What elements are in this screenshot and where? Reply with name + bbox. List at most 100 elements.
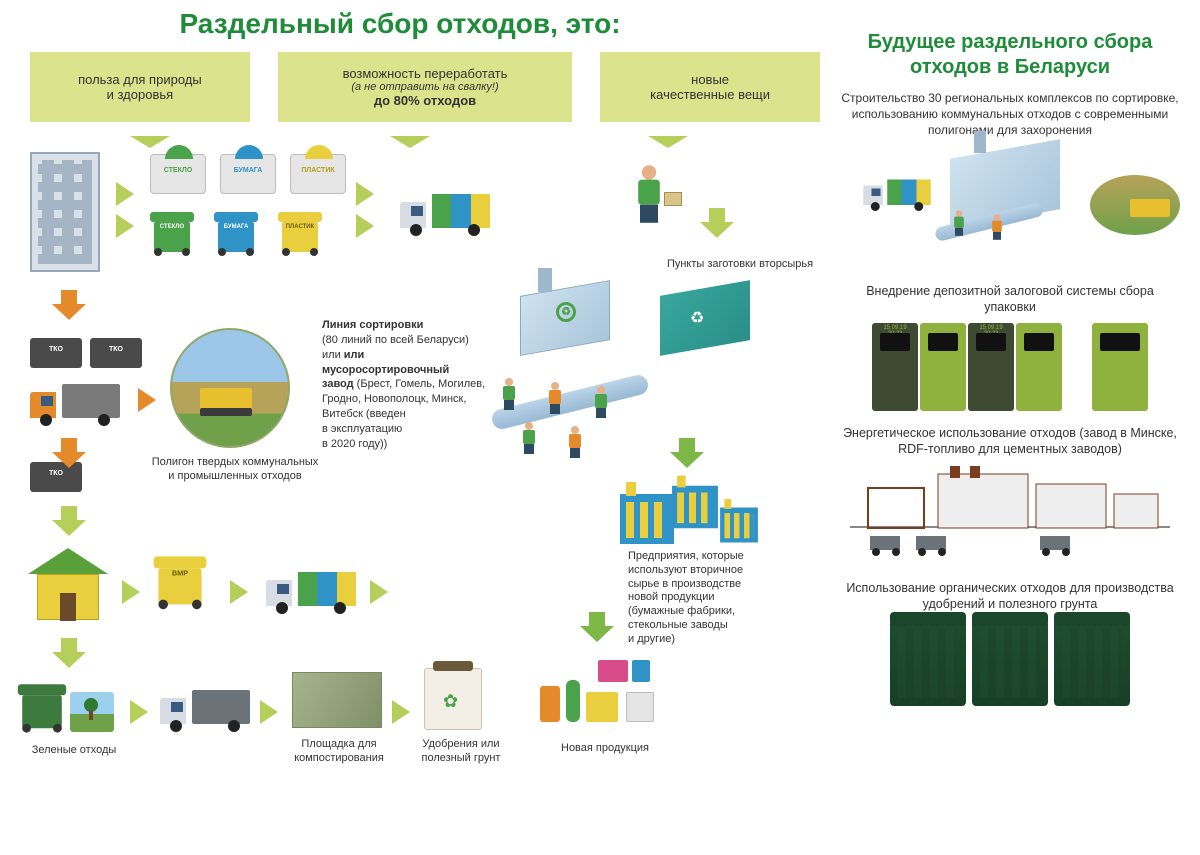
ent-3: сырье в производстве <box>628 578 788 592</box>
green-waste-caption-text: Зеленые отходы <box>24 744 124 758</box>
bin-plastic-top-label: ПЛАСТИК <box>291 167 345 174</box>
compost-site-caption-text: Площадка для компостирования <box>284 738 394 766</box>
left-panel: Раздельный сбор отходов, это: польза для… <box>20 8 820 842</box>
benefit-1: польза для природы и здоровья <box>30 52 250 122</box>
ent-7: и другие) <box>628 633 788 647</box>
bmr-bin-label: ВМР <box>161 571 199 578</box>
right-energy-title: Энергетическое использование отходов (за… <box>840 425 1180 458</box>
tko-bin-2: ТКО <box>90 338 142 368</box>
rvm-date-1: 15.09.19 20:23 <box>876 325 914 337</box>
main-title: Раздельный сбор отходов, это: <box>20 8 780 40</box>
new-products-caption: Новая продукция <box>550 742 660 756</box>
right-title: Будущее раздельного сбора отходов в Бела… <box>840 30 1180 80</box>
compost-site-icon <box>292 672 382 728</box>
benefit-2-ital: (а не отправить на свалку!) <box>292 81 558 93</box>
ent-1: Предприятия, которые <box>628 550 788 564</box>
right-deposit-illus: 15.09.19 20:23 15.09.19 20:23 <box>840 323 1180 411</box>
sortline-text: Линия сортировки (80 линий по всей Белар… <box>322 318 492 452</box>
benefit-3-l1: новые <box>614 72 806 87</box>
tko-bin-1-label: ТКО <box>30 346 82 353</box>
ent-4: новой продукции <box>628 591 788 605</box>
ent-2: используют вторичное <box>628 564 788 578</box>
benefit-2-bold: до 80% отходов <box>292 93 558 108</box>
right-energy-illus <box>840 466 1180 566</box>
bin-glass-wheel-label: СТЕКЛО <box>156 224 188 230</box>
enterprises-text: Предприятия, которые используют вторично… <box>628 550 788 646</box>
benefit-2: возможность переработать (а не отправить… <box>278 52 572 122</box>
right-intro: Строительство 30 региональных комплексов… <box>840 90 1180 139</box>
sl-exp: в эксплуатацию <box>322 422 492 437</box>
bin-paper-top: БУМАГА <box>220 154 276 194</box>
bin-paper-wheel: БУМАГА <box>214 208 258 252</box>
fertilizer-caption: Удобрения или полезный грунт <box>406 738 516 766</box>
bin-paper-top-label: БУМАГА <box>221 167 275 174</box>
sl-1: (80 линий по всей Беларуси) <box>322 333 492 348</box>
ent-6: стекольные заводы <box>628 619 788 633</box>
arrow-orange-r <box>138 388 156 412</box>
tko-bin-1: ТКО <box>30 338 82 368</box>
arrow-1 <box>116 182 134 206</box>
right-complex-illus <box>840 149 1180 269</box>
flow-area: СТЕКЛО БУМАГА ПЛАСТИК СТЕКЛО <box>20 142 820 842</box>
fertilizer-caption-text: Удобрения или полезный грунт <box>406 738 516 766</box>
sl-or-prefix: или <box>322 349 344 361</box>
sl-cities: Гродно, Новополоцк, Минск, <box>322 392 492 407</box>
energy-plant-icon <box>850 466 1170 566</box>
conveyor-icon <box>490 392 650 412</box>
benefit-1-l2: и здоровья <box>44 87 236 102</box>
bin-plastic-wheel: ПЛАСТИК <box>278 208 322 252</box>
sl-vit: Витебск (введен <box>322 407 492 422</box>
bin-glass-wheel: СТЕКЛО <box>150 208 194 252</box>
benefit-row: польза для природы и здоровья возможност… <box>30 52 820 122</box>
apartment-building-icon <box>30 152 100 272</box>
bin-paper-wheel-label: БУМАГА <box>220 224 252 230</box>
benefit-1-l1: польза для природы <box>44 72 236 87</box>
benefit-3: новые качественные вещи <box>600 52 820 122</box>
sl-plant-rest: (Брест, Гомель, Могилев, <box>354 378 486 390</box>
arrow-orange-2 <box>52 438 86 472</box>
right-organic-illus <box>840 620 1180 706</box>
arrow-to-products <box>580 612 614 646</box>
person-with-box-icon <box>640 178 658 210</box>
house-icon <box>28 552 108 622</box>
arrow-b1 <box>130 700 148 724</box>
arrow-house-r3 <box>370 580 388 604</box>
depot-caption-text: Пункты заготовки вторсырья <box>660 258 820 272</box>
ent-5: (бумажные фабрики, <box>628 605 788 619</box>
grey-truck <box>30 378 120 426</box>
arrow-b2 <box>260 700 278 724</box>
arrow-4 <box>356 214 374 238</box>
arrow-to-house <box>52 506 86 540</box>
landfill-caption: Полигон твердых коммунальных и промышлен… <box>150 456 320 484</box>
right-deposit-title: Внедрение депозитной залоговой системы с… <box>840 283 1180 316</box>
sl-plant-bold: завод <box>322 378 354 390</box>
arrow-house-r2 <box>230 580 248 604</box>
bin-glass-top-label: СТЕКЛО <box>151 167 205 174</box>
sl-yr: в 2020 году)) <box>322 437 492 452</box>
green-waste-caption: Зеленые отходы <box>24 744 124 758</box>
depot-caption: Пункты заготовки вторсырья <box>660 258 820 272</box>
bin-plastic-top: ПЛАСТИК <box>290 154 346 194</box>
right-organic-title: Использование органических отходов для п… <box>840 580 1180 613</box>
sl-intro: Линия сортировки <box>322 319 423 331</box>
bmr-bin: ВМР <box>158 556 202 600</box>
fertilizer-bag-icon: ✿ <box>424 668 482 730</box>
new-products-caption-text: Новая продукция <box>550 742 660 756</box>
arrow-3 <box>356 182 374 206</box>
benefit-2-l1: возможность переработать <box>292 66 558 81</box>
green-waste-bin <box>20 682 64 726</box>
warehouse-icon: ♻ <box>660 288 750 348</box>
landfill-caption-text: Полигон твердых коммунальных и промышлен… <box>150 456 320 484</box>
benefit-3-l2: качественные вещи <box>614 87 806 102</box>
arrow-to-green <box>52 638 86 672</box>
recycling-truck-top <box>400 188 490 236</box>
green-truck <box>160 684 250 732</box>
compost-site-caption: Площадка для компостирования <box>284 738 394 766</box>
arrow-to-depot <box>700 208 734 242</box>
arrow-house-r1 <box>122 580 140 604</box>
tko-bin-2-label: ТКО <box>90 346 142 353</box>
arrow-orange-1 <box>52 290 86 324</box>
right-panel: Будущее раздельного сбора отходов в Бела… <box>840 30 1180 706</box>
sorting-factory-icon: ♻ <box>520 288 610 348</box>
new-products-icon <box>540 656 660 736</box>
